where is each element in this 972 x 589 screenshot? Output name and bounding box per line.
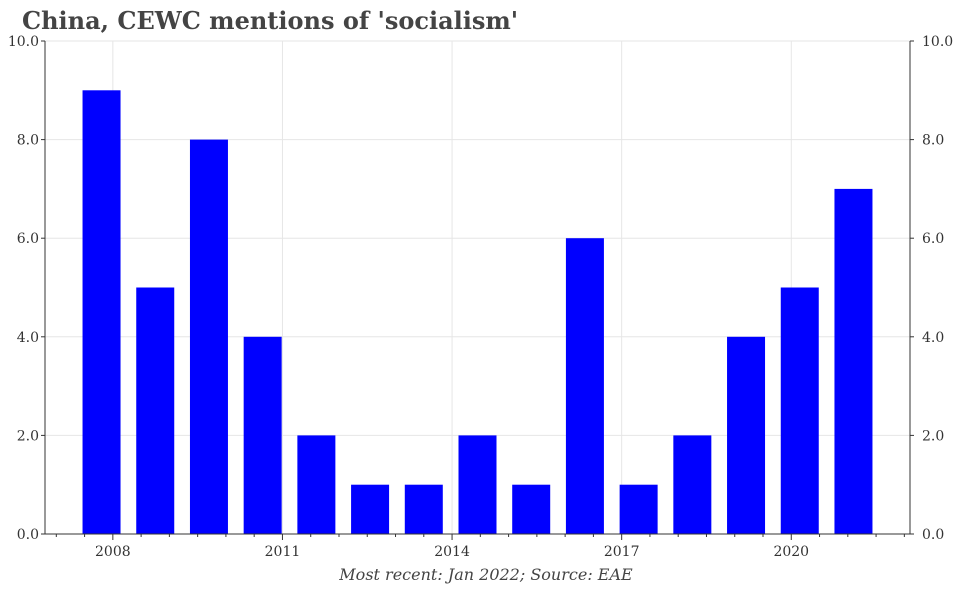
bars — [82, 90, 873, 535]
y-tick-label-left: 8.0 — [17, 133, 39, 149]
bar — [673, 435, 712, 534]
bar — [297, 435, 336, 534]
y-tick-label-left: 6.0 — [17, 231, 39, 247]
y-tick-label-left: 2.0 — [17, 428, 39, 444]
x-tick-label: 2008 — [95, 544, 131, 560]
bar — [565, 238, 604, 534]
bar — [82, 90, 121, 535]
y-tick-label-right: 10.0 — [922, 34, 953, 50]
bar — [458, 435, 497, 534]
bar — [136, 287, 175, 534]
x-tick-label: 2011 — [265, 544, 301, 560]
bar — [189, 139, 228, 534]
y-tick-label-left: 4.0 — [17, 330, 39, 346]
axes: 0.0 0.0 2.0 2.0 4.0 4.0 6.0 6.0 8.0 8.0 10.0 10.0 20… — [8, 34, 953, 560]
x-tick-label: 2017 — [604, 544, 640, 560]
y-tick-label-left: 0.0 — [17, 527, 39, 543]
bar — [512, 484, 551, 534]
bar — [243, 336, 282, 534]
bar — [619, 484, 658, 534]
y-tick-label-right: 0.0 — [922, 527, 944, 543]
bar — [351, 484, 390, 534]
x-tick-label: 2014 — [434, 544, 470, 560]
bar — [404, 484, 443, 534]
y-tick-label-right: 4.0 — [922, 330, 944, 346]
bar — [834, 188, 873, 534]
chart-source-note: Most recent: Jan 2022; Source: EAE — [339, 565, 633, 584]
y-tick-label-right: 6.0 — [922, 231, 944, 247]
y-tick-label-left: 10.0 — [8, 34, 39, 50]
bar — [727, 336, 766, 534]
y-tick-label-right: 2.0 — [922, 428, 944, 444]
bar — [780, 287, 819, 534]
x-tick-label: 2020 — [773, 544, 809, 560]
y-tick-label-right: 8.0 — [922, 133, 944, 149]
chart-title: China, CEWC mentions of 'socialism' — [22, 6, 519, 35]
